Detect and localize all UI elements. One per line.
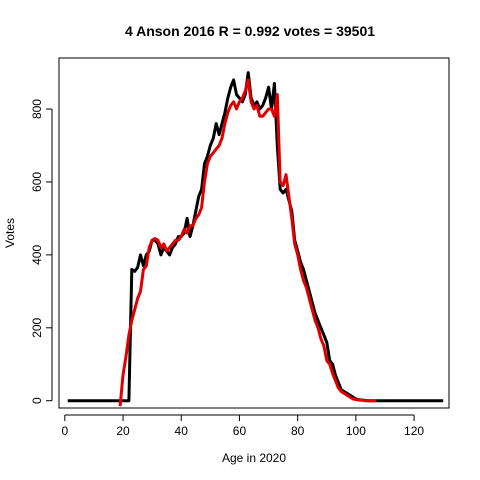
x-tick-label: 40 — [175, 424, 189, 438]
x-tick-label: 120 — [404, 424, 424, 438]
y-tick-label: 0 — [30, 397, 44, 404]
y-tick-label: 800 — [30, 99, 44, 119]
x-tick-label: 60 — [233, 424, 247, 438]
y-tick-label: 200 — [30, 317, 44, 337]
x-tick-label: 20 — [116, 424, 130, 438]
y-tick-label: 400 — [30, 245, 44, 265]
y-axis: 0 200 400 600 800 — [30, 99, 53, 404]
series-line-1 — [67, 71, 444, 403]
x-tick-label: 0 — [61, 424, 68, 438]
x-tick-label: 80 — [291, 424, 305, 438]
x-tick-label: 100 — [346, 424, 366, 438]
plot-frame — [58, 57, 450, 409]
x-axis: 0 20 40 60 80 100 120 — [61, 414, 424, 438]
x-axis-label: Age in 2020 — [222, 451, 286, 465]
chart-title: 4 Anson 2016 R = 0.992 votes = 39501 — [125, 23, 375, 39]
series-line-2 — [118, 78, 377, 407]
series-layer — [67, 71, 444, 407]
y-axis-label: Votes — [3, 218, 17, 248]
y-tick-label: 600 — [30, 172, 44, 192]
